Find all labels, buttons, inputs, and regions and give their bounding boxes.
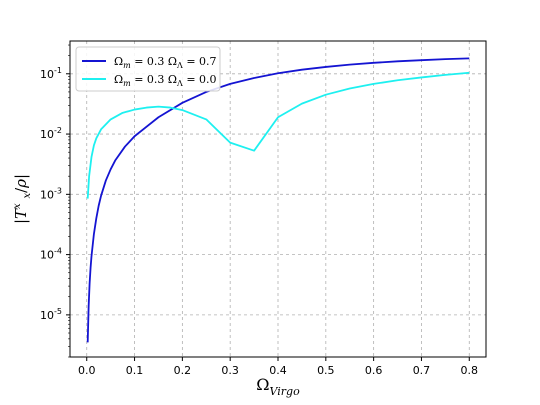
y-tick-label: 10-4 (40, 247, 62, 262)
x-tick-label: 0.1 (126, 364, 144, 377)
x-axis-label: ΩVirgo (256, 375, 300, 398)
x-tick-label: 0.7 (413, 364, 431, 377)
legend: Ωm = 0.3 ΩΛ = 0.7 Ωm = 0.3 ΩΛ = 0.0 (75, 46, 221, 92)
x-tick-label: 0.2 (174, 364, 192, 377)
y-tick-label: 10-3 (40, 186, 62, 201)
x-tick-label: 0.5 (317, 364, 335, 377)
x-tick-label: 0.4 (269, 364, 287, 377)
x-axis: 0.0 0.1 0.2 0.3 0.4 0.5 0.6 0.7 0.8 (78, 357, 478, 377)
x-tick-label: 0.6 (365, 364, 383, 377)
y-axis-label: |Tx x/ρ| (12, 174, 33, 224)
series-layer (86, 57, 470, 343)
series-line-2 (86, 71, 470, 199)
grid (70, 41, 486, 357)
y-tick-label: 10-5 (40, 307, 62, 322)
y-axis: 10-5 10-4 10-3 10-2 10-1 (40, 44, 70, 358)
legend-label: Ωm = 0.3 ΩΛ = 0.7 (114, 55, 217, 70)
x-tick-label: 0.3 (221, 364, 239, 377)
series-line-1 (86, 57, 470, 343)
x-tick-label: 0.0 (78, 364, 96, 377)
y-tick-label: 10-2 (40, 126, 62, 141)
x-tick-label: 0.8 (461, 364, 479, 377)
y-tick-label: 10-1 (40, 66, 62, 81)
legend-box (75, 46, 221, 92)
legend-label: Ωm = 0.3 ΩΛ = 0.0 (114, 73, 217, 88)
